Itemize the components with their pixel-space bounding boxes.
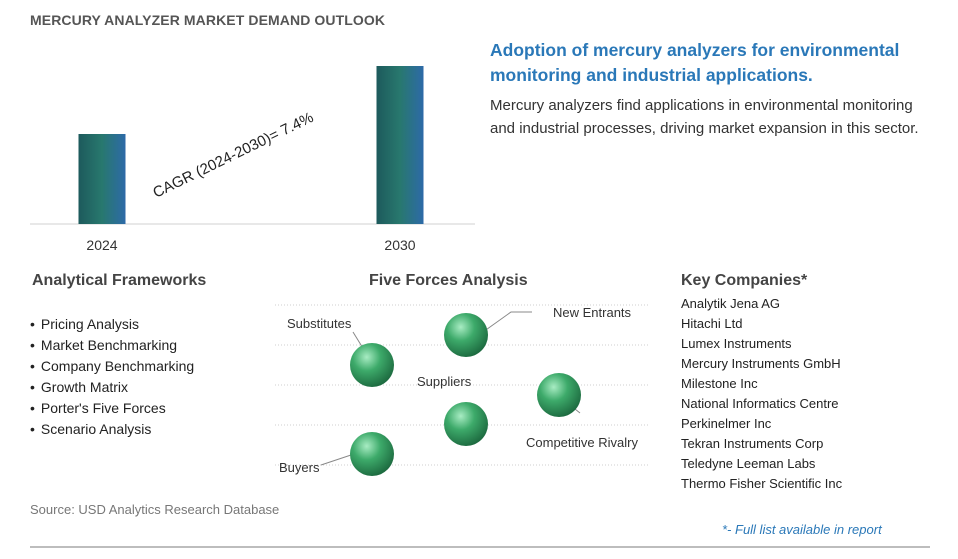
competitive-rivalry-sphere	[537, 373, 581, 417]
company-item: Perkinelmer Inc	[681, 416, 772, 431]
bar-2024	[78, 134, 126, 224]
substitutes-sphere	[350, 343, 394, 387]
framework-item: Company Benchmarking	[30, 356, 194, 377]
companies-title: Key Companies*	[681, 272, 808, 289]
framework-item: Porter's Five Forces	[30, 398, 194, 419]
source-text: Source: USD Analytics Research Database	[30, 502, 280, 517]
buyers-label: Buyers	[279, 460, 320, 475]
company-item: Lumex Instruments	[681, 336, 792, 351]
cagr-annotation: CAGR (2024-2030)= 7.4%	[150, 109, 316, 202]
company-item: Hitachi Ltd	[681, 316, 743, 331]
frameworks-title: Analytical Frameworks	[32, 272, 207, 289]
company-item: Thermo Fisher Scientific Inc	[681, 476, 843, 491]
company-item: Analytik Jena AG	[681, 296, 780, 311]
substitutes-label: Substitutes	[287, 316, 352, 331]
framework-item: Scenario Analysis	[30, 419, 194, 440]
connector-line	[482, 311, 532, 333]
bottom-divider	[30, 546, 930, 548]
new-entrants-sphere	[444, 313, 488, 357]
company-item: Mercury Instruments GmbH	[681, 356, 841, 371]
five-forces-title: Five Forces Analysis	[369, 272, 528, 289]
framework-item: Pricing Analysis	[30, 314, 194, 335]
x-tick-label: 2030	[384, 237, 415, 253]
buyers-sphere	[350, 432, 394, 476]
x-tick-label: 2024	[86, 237, 117, 253]
full-list-note: *- Full list available in report	[722, 522, 882, 537]
suppliers-label: Suppliers	[417, 374, 472, 389]
frameworks-list: Pricing Analysis Market Benchmarking Com…	[30, 314, 194, 440]
headline: Adoption of mercury analyzers for enviro…	[490, 40, 900, 85]
company-item: National Informatics Centre	[681, 396, 839, 411]
market-demand-chart: 2024 2030 CAGR (2024-2030)= 7.4%	[30, 40, 475, 260]
company-item: Tekran Instruments Corp	[681, 436, 824, 451]
competitive-rivalry-label: Competitive Rivalry	[526, 435, 638, 450]
company-item: Milestone Inc	[681, 376, 758, 391]
five-forces-diagram: Substitutes New Entrants Suppliers Compe…	[275, 295, 650, 485]
company-item: Teledyne Leeman Labs	[681, 456, 816, 471]
companies-list: Analytik Jena AG Hitachi Ltd Lumex Instr…	[681, 294, 842, 494]
new-entrants-label: New Entrants	[553, 305, 632, 320]
framework-item: Market Benchmarking	[30, 335, 194, 356]
bar-2030	[376, 66, 424, 224]
description: Mercury analyzers find applications in e…	[490, 97, 919, 137]
suppliers-sphere	[444, 402, 488, 446]
bar-chart-svg: 2024 2030 CAGR (2024-2030)= 7.4%	[30, 66, 475, 253]
page-title: MERCURY ANALYZER MARKET DEMAND OUTLOOK	[30, 12, 386, 28]
five-forces-svg: Substitutes New Entrants Suppliers Compe…	[275, 304, 650, 476]
framework-item: Growth Matrix	[30, 377, 194, 398]
